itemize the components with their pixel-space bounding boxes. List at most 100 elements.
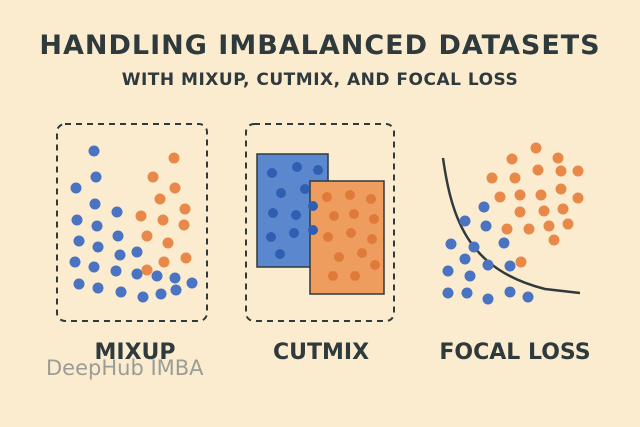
focal-orange-point <box>515 256 527 268</box>
cutmix-orange-point <box>370 260 380 270</box>
focal-orange-point <box>572 165 584 177</box>
focal-orange-point <box>572 192 584 204</box>
cutmix-label: CUTMIX <box>272 340 370 365</box>
cutmix-blue-point <box>308 201 318 211</box>
cutmix-orange-point <box>346 228 356 238</box>
mixup-blue-point <box>114 249 126 261</box>
mixup-blue-point <box>170 284 182 296</box>
focal-blue-point <box>522 291 534 303</box>
cutmix-blue-point <box>313 165 323 175</box>
focal-orange-point <box>555 165 567 177</box>
focal-orange-point <box>538 205 550 217</box>
diagram-subtitle: WITH MIXUP, CUTMIX, AND FOCAL LOSS <box>121 70 519 90</box>
mixup-orange-point <box>178 219 190 231</box>
focal-blue-point <box>482 259 494 271</box>
focal-blue-point <box>504 286 516 298</box>
mixup-blue-point <box>71 214 83 226</box>
mixup-blue-point <box>115 286 127 298</box>
focal-blue-point <box>459 215 471 227</box>
cutmix-blue-point <box>276 188 286 198</box>
mixup-orange-point <box>147 171 159 183</box>
cutmix-blue-point <box>292 162 302 172</box>
cutmix-blue-point <box>291 210 301 220</box>
mixup-blue-point <box>73 235 85 247</box>
focal-orange-point <box>530 142 542 154</box>
cutmix-blue-point <box>289 228 299 238</box>
cutmix-orange-point <box>349 209 359 219</box>
mixup-orange-point <box>158 256 170 268</box>
mixup-blue-point <box>89 198 101 210</box>
cutmix-orange-point <box>366 194 376 204</box>
mixup-blue-point <box>131 246 143 258</box>
cutmix-frame <box>245 123 395 322</box>
cutmix-orange-point <box>323 232 333 242</box>
mixup-blue-point <box>70 182 82 194</box>
focal-orange-point <box>514 189 526 201</box>
cutmix-blue-point <box>266 232 276 242</box>
cutmix-orange-point <box>369 214 379 224</box>
mixup-blue-point <box>169 272 181 284</box>
focal-orange-point <box>535 189 547 201</box>
focal-blue-point <box>482 293 494 305</box>
cutmix-blue-point <box>267 168 277 178</box>
mixup-blue-point <box>111 206 123 218</box>
mixup-orange-point <box>157 214 169 226</box>
focal-orange-point <box>494 191 506 203</box>
focal-orange-point <box>548 234 560 246</box>
focal-blue-point <box>478 201 490 213</box>
mixup-blue-point <box>112 230 124 242</box>
mixup-blue-point <box>73 278 85 290</box>
focal-blue-point <box>498 237 510 249</box>
mixup-blue-point <box>92 241 104 253</box>
focal-blue-point <box>464 270 476 282</box>
focal-orange-point <box>523 223 535 235</box>
mixup-blue-point <box>88 261 100 273</box>
focal-blue-point <box>442 265 454 277</box>
mixup-orange-point <box>154 193 166 205</box>
focal-orange-point <box>555 183 567 195</box>
diagram-title: HANDLING IMBALANCED DATASETS <box>39 30 601 61</box>
cutmix-orange-point <box>367 234 377 244</box>
focal-orange-point <box>506 153 518 165</box>
focal-blue-point <box>442 287 454 299</box>
mixup-blue-point <box>88 145 100 157</box>
focal-loss-label: FOCAL LOSS <box>439 340 591 365</box>
cutmix-blue-point <box>275 249 285 259</box>
mixup-orange-point <box>180 252 192 264</box>
watermark: DeepHub IMBA <box>46 356 204 380</box>
cutmix-orange-point <box>329 211 339 221</box>
mixup-blue-point <box>137 291 149 303</box>
mixup-blue-point <box>91 220 103 232</box>
cutmix-orange-point <box>350 271 360 281</box>
focal-orange-point <box>514 206 526 218</box>
cutmix-blue-point <box>300 184 310 194</box>
mixup-orange-point <box>168 152 180 164</box>
cutmix-orange-point <box>322 192 332 202</box>
focal-orange-point <box>501 223 513 235</box>
mixup-orange-point <box>169 182 181 194</box>
mixup-blue-point <box>186 277 198 289</box>
mixup-blue-point <box>110 265 122 277</box>
mixup-label: MIXUP <box>94 340 176 365</box>
focal-points <box>442 142 584 305</box>
cutmix-points <box>266 162 380 281</box>
cutmix-orange-point <box>328 271 338 281</box>
mixup-frame <box>56 123 208 322</box>
mixup-orange-point <box>179 203 191 215</box>
focal-blue-point <box>445 238 457 250</box>
cutmix-orange-point <box>345 190 355 200</box>
mixup-blue-point <box>151 270 163 282</box>
focal-orange-point <box>552 152 564 164</box>
cutmix-blue-point <box>268 208 278 218</box>
focal-blue-point <box>461 287 473 299</box>
mixup-orange-point <box>141 230 153 242</box>
cutmix-blue-point <box>308 225 318 235</box>
focal-blue-point <box>468 241 480 253</box>
focal-orange-point <box>486 172 498 184</box>
focal-orange-point <box>532 164 544 176</box>
mixup-blue-point <box>155 288 167 300</box>
focal-orange-point <box>557 203 569 215</box>
focal-orange-point <box>543 220 555 232</box>
cutmix-orange-point <box>357 248 367 258</box>
